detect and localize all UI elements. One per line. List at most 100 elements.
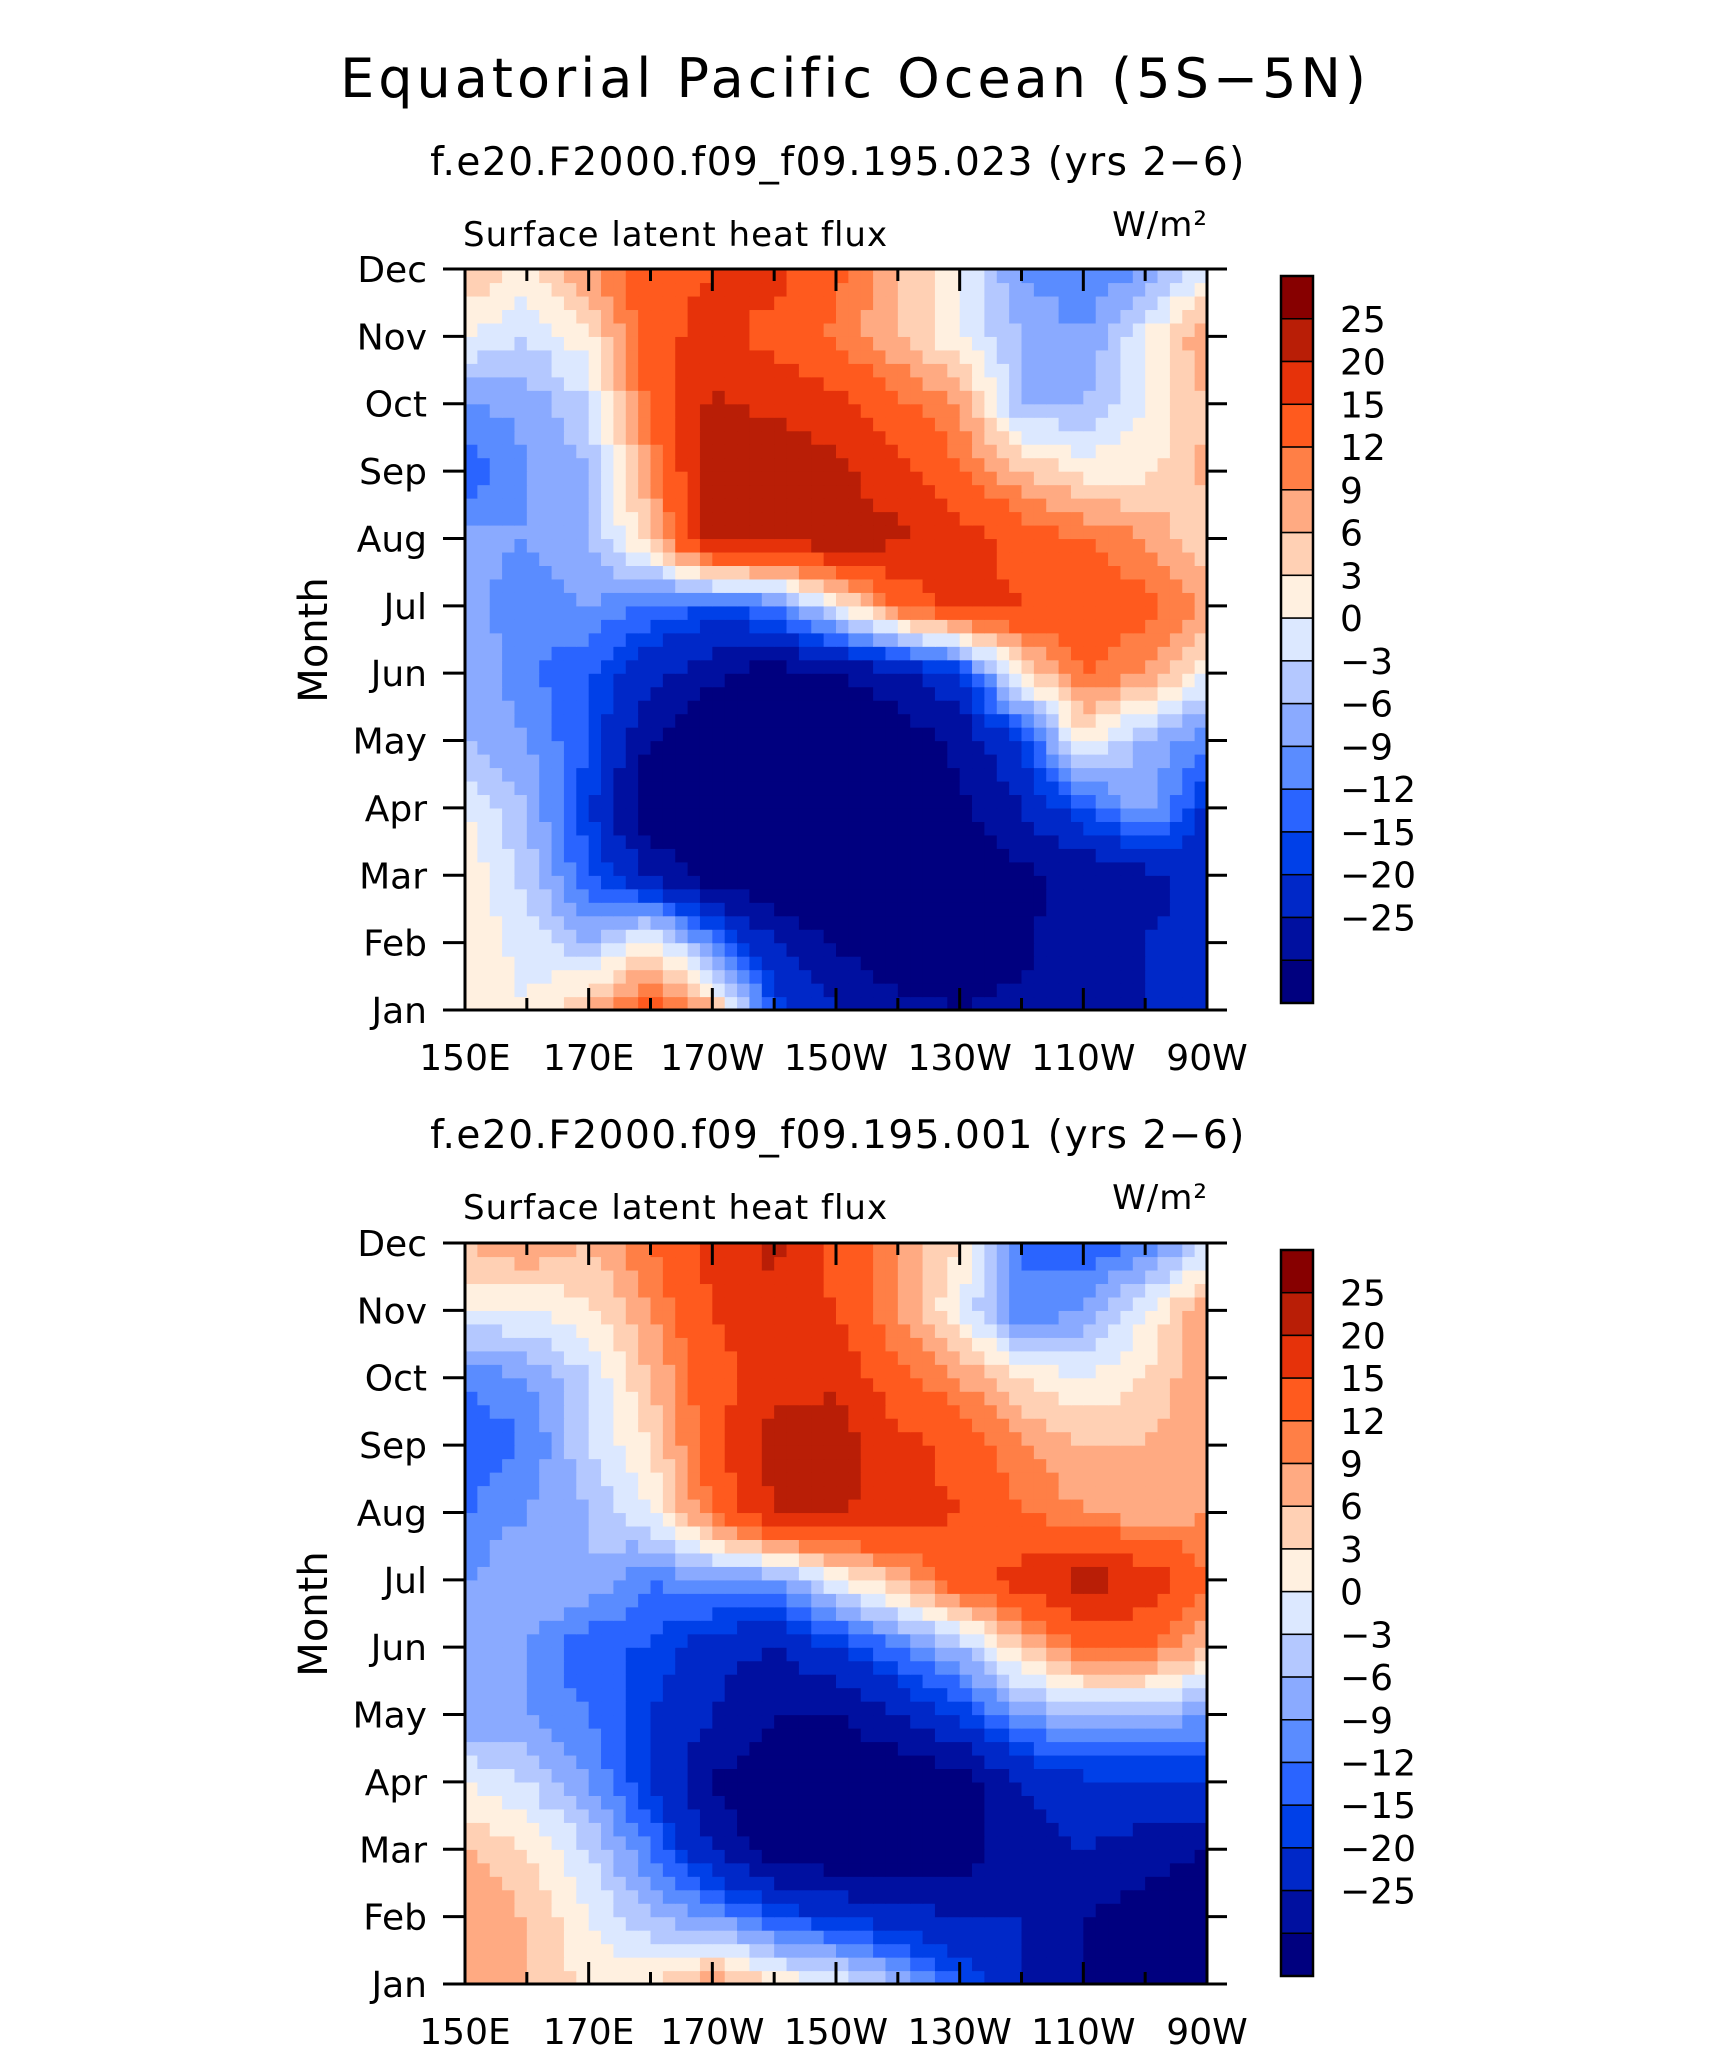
heatmap-cell [1194,834,1208,849]
panel-1: f.e20.F2000.f09_f09.195.023 (yrs 2−6) Su… [291,140,1416,1079]
heatmap-cell [563,511,577,526]
heatmap-cell [489,821,503,836]
heatmap-cell [1132,390,1146,405]
heatmap-cell [675,349,689,364]
heatmap-cell [811,888,825,903]
heatmap-cell [1058,498,1072,513]
heatmap-cell [514,309,528,324]
heatmap-cell [477,484,491,499]
heatmap-cell [1157,349,1171,364]
heatmap-cell [1021,983,1035,998]
heatmap-cell [934,1876,948,1891]
heatmap-cell [1194,1781,1208,1796]
heatmap-cell [1070,754,1084,769]
heatmap-cell [625,1862,639,1877]
heatmap-cell [551,888,565,903]
heatmap-cell [823,592,837,607]
heatmap-cell [662,1781,676,1796]
heatmap-cell [1046,578,1060,593]
heatmap-cell [514,295,528,311]
heatmap-cell [1120,834,1134,849]
heatmap-cell [526,1957,540,1972]
heatmap-cell [563,1835,577,1850]
heatmap-cell [477,1781,491,1796]
heatmap-cell [539,1903,553,1918]
heatmap-cell [1120,956,1134,971]
heatmap-cell [873,376,887,391]
heatmap-cell [947,1687,961,1702]
heatmap-cell [972,592,985,607]
heatmap-cell [1083,1781,1097,1796]
heatmap-cell [1009,376,1023,391]
heatmap-cell [601,969,614,984]
heatmap-cell [1083,457,1097,472]
heatmap-cell [699,834,713,849]
heatmap-cell [1108,1633,1122,1648]
heatmap-cell [910,282,924,297]
heatmap-cell [823,551,837,566]
heatmap-cell [687,767,701,782]
heatmap-cell [897,632,911,647]
heatmap-cell [798,498,812,513]
heatmap-cell [1157,1889,1171,1904]
heatmap-cell [526,1916,540,1931]
heatmap-cell [465,1687,478,1702]
heatmap-cell [823,1687,837,1702]
heatmap-cell [934,605,948,620]
heatmap-cell [1009,969,1023,984]
heatmap-cell [465,767,478,782]
heatmap-cell [712,821,726,836]
heatmap-cell [786,390,800,405]
heatmap-cell [526,1701,540,1716]
heatmap-cell [774,673,788,688]
heatmap-cell [576,969,590,984]
heatmap-cell [761,538,775,553]
heatmap-cell [563,309,577,324]
heatmap-cell [836,619,849,634]
heatmap-cell [1169,309,1183,324]
heatmap-cell [539,1633,553,1648]
heatmap-cell [860,269,874,284]
heatmap-cell [477,619,491,634]
heatmap-cell [922,713,936,728]
heatmap-cell [959,403,973,418]
heatmap-cell [910,605,924,620]
heatmap-cell [1058,780,1072,796]
heatmap-cell [1009,417,1023,432]
heatmap-cell [786,1795,800,1810]
heatmap-cell [712,1714,726,1729]
heatmap-cell [761,794,775,809]
heatmap-cell [662,848,676,863]
heatmap-cell [502,484,516,499]
heatmap-cell [1145,565,1159,580]
heatmap-cell [1120,336,1134,351]
heatmap-cell [576,1835,590,1850]
heatmap-cell [1058,457,1072,472]
heatmap-cell [1120,942,1134,957]
heatmap-cell [934,1660,948,1675]
heatmap-cell [1157,794,1171,809]
heatmap-cell [1169,1903,1183,1918]
heatmap-cell [712,524,726,540]
heatmap-cell [922,1781,936,1796]
heatmap-cell [1157,471,1171,486]
heatmap-cell [972,1916,985,1931]
heatmap-cell [601,754,614,769]
heatmap-cell [588,309,602,324]
heatmap-cell [774,902,788,917]
heatmap-cell [910,1781,924,1796]
heatmap-cell [712,309,726,324]
heatmap-cell [712,1728,726,1743]
heatmap-cell [588,551,602,566]
heatmap-cell [786,888,800,903]
heatmap-cell [1095,673,1109,688]
heatmap-cell [563,942,577,957]
heatmap-cell [786,861,800,876]
heatmap-cell [699,444,713,459]
heatmap-cell [1108,444,1122,459]
heatmap-cell [873,956,887,971]
heatmap-cell [1108,915,1122,930]
heatmap-cell [761,336,775,351]
heatmap-cell [576,902,590,917]
heatmap-cell [1169,619,1183,634]
